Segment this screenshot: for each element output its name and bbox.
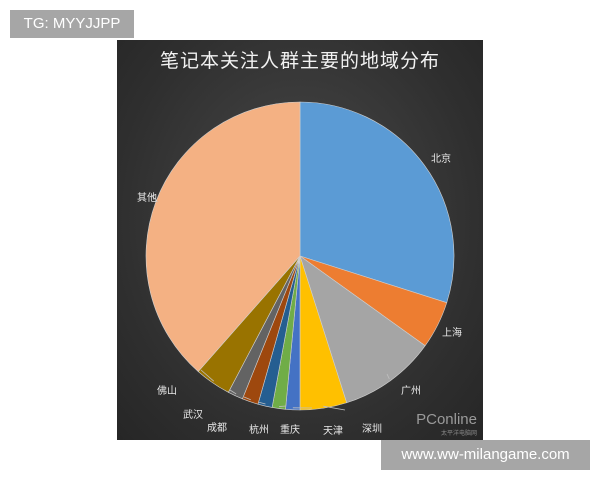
leader-line-3 <box>323 405 346 411</box>
slice-label-2: 广州 <box>401 386 421 397</box>
slice-label-7: 成都 <box>207 423 227 434</box>
slice-label-1: 上海 <box>442 328 462 339</box>
slice-label-5: 重庆 <box>280 425 300 436</box>
slice-label-3: 深圳 <box>362 424 382 435</box>
leader-line-7 <box>243 396 251 401</box>
slice-label-10: 其他 <box>137 193 157 204</box>
leader-line-9 <box>200 369 215 382</box>
leader-line-6 <box>257 401 266 405</box>
slice-label-4: 天津 <box>323 426 343 437</box>
slice-label-6: 杭州 <box>249 425 269 436</box>
slice-label-0: 北京 <box>431 154 451 165</box>
pconline-subtitle: 太平洋电脑网 <box>440 430 477 437</box>
leader-line-5 <box>279 405 287 407</box>
pie-chart <box>145 101 455 411</box>
pie-slice-2 <box>299 255 426 404</box>
tg-label: TG: MYYJJPP <box>10 10 134 38</box>
pconline-logo: PConline <box>416 411 477 428</box>
leader-line-8 <box>229 389 237 395</box>
chart-title: 笔记本关注人群主要的地域分布 <box>159 50 440 72</box>
slice-label-9: 佛山 <box>157 386 177 397</box>
pie-slice-10 <box>145 101 301 372</box>
pie-slice-0 <box>299 101 455 304</box>
chart-panel: 笔记本关注人群主要的地域分布 北京上海广州深圳 天津 重庆 杭州 成都 武汉 佛山 其他 PC… <box>117 40 483 440</box>
leader-line-10 <box>151 195 159 203</box>
slice-label-8: 武汉 <box>183 410 203 421</box>
site-label: www.ww-milangame.com <box>381 440 590 470</box>
leader-line-2 <box>386 373 390 380</box>
